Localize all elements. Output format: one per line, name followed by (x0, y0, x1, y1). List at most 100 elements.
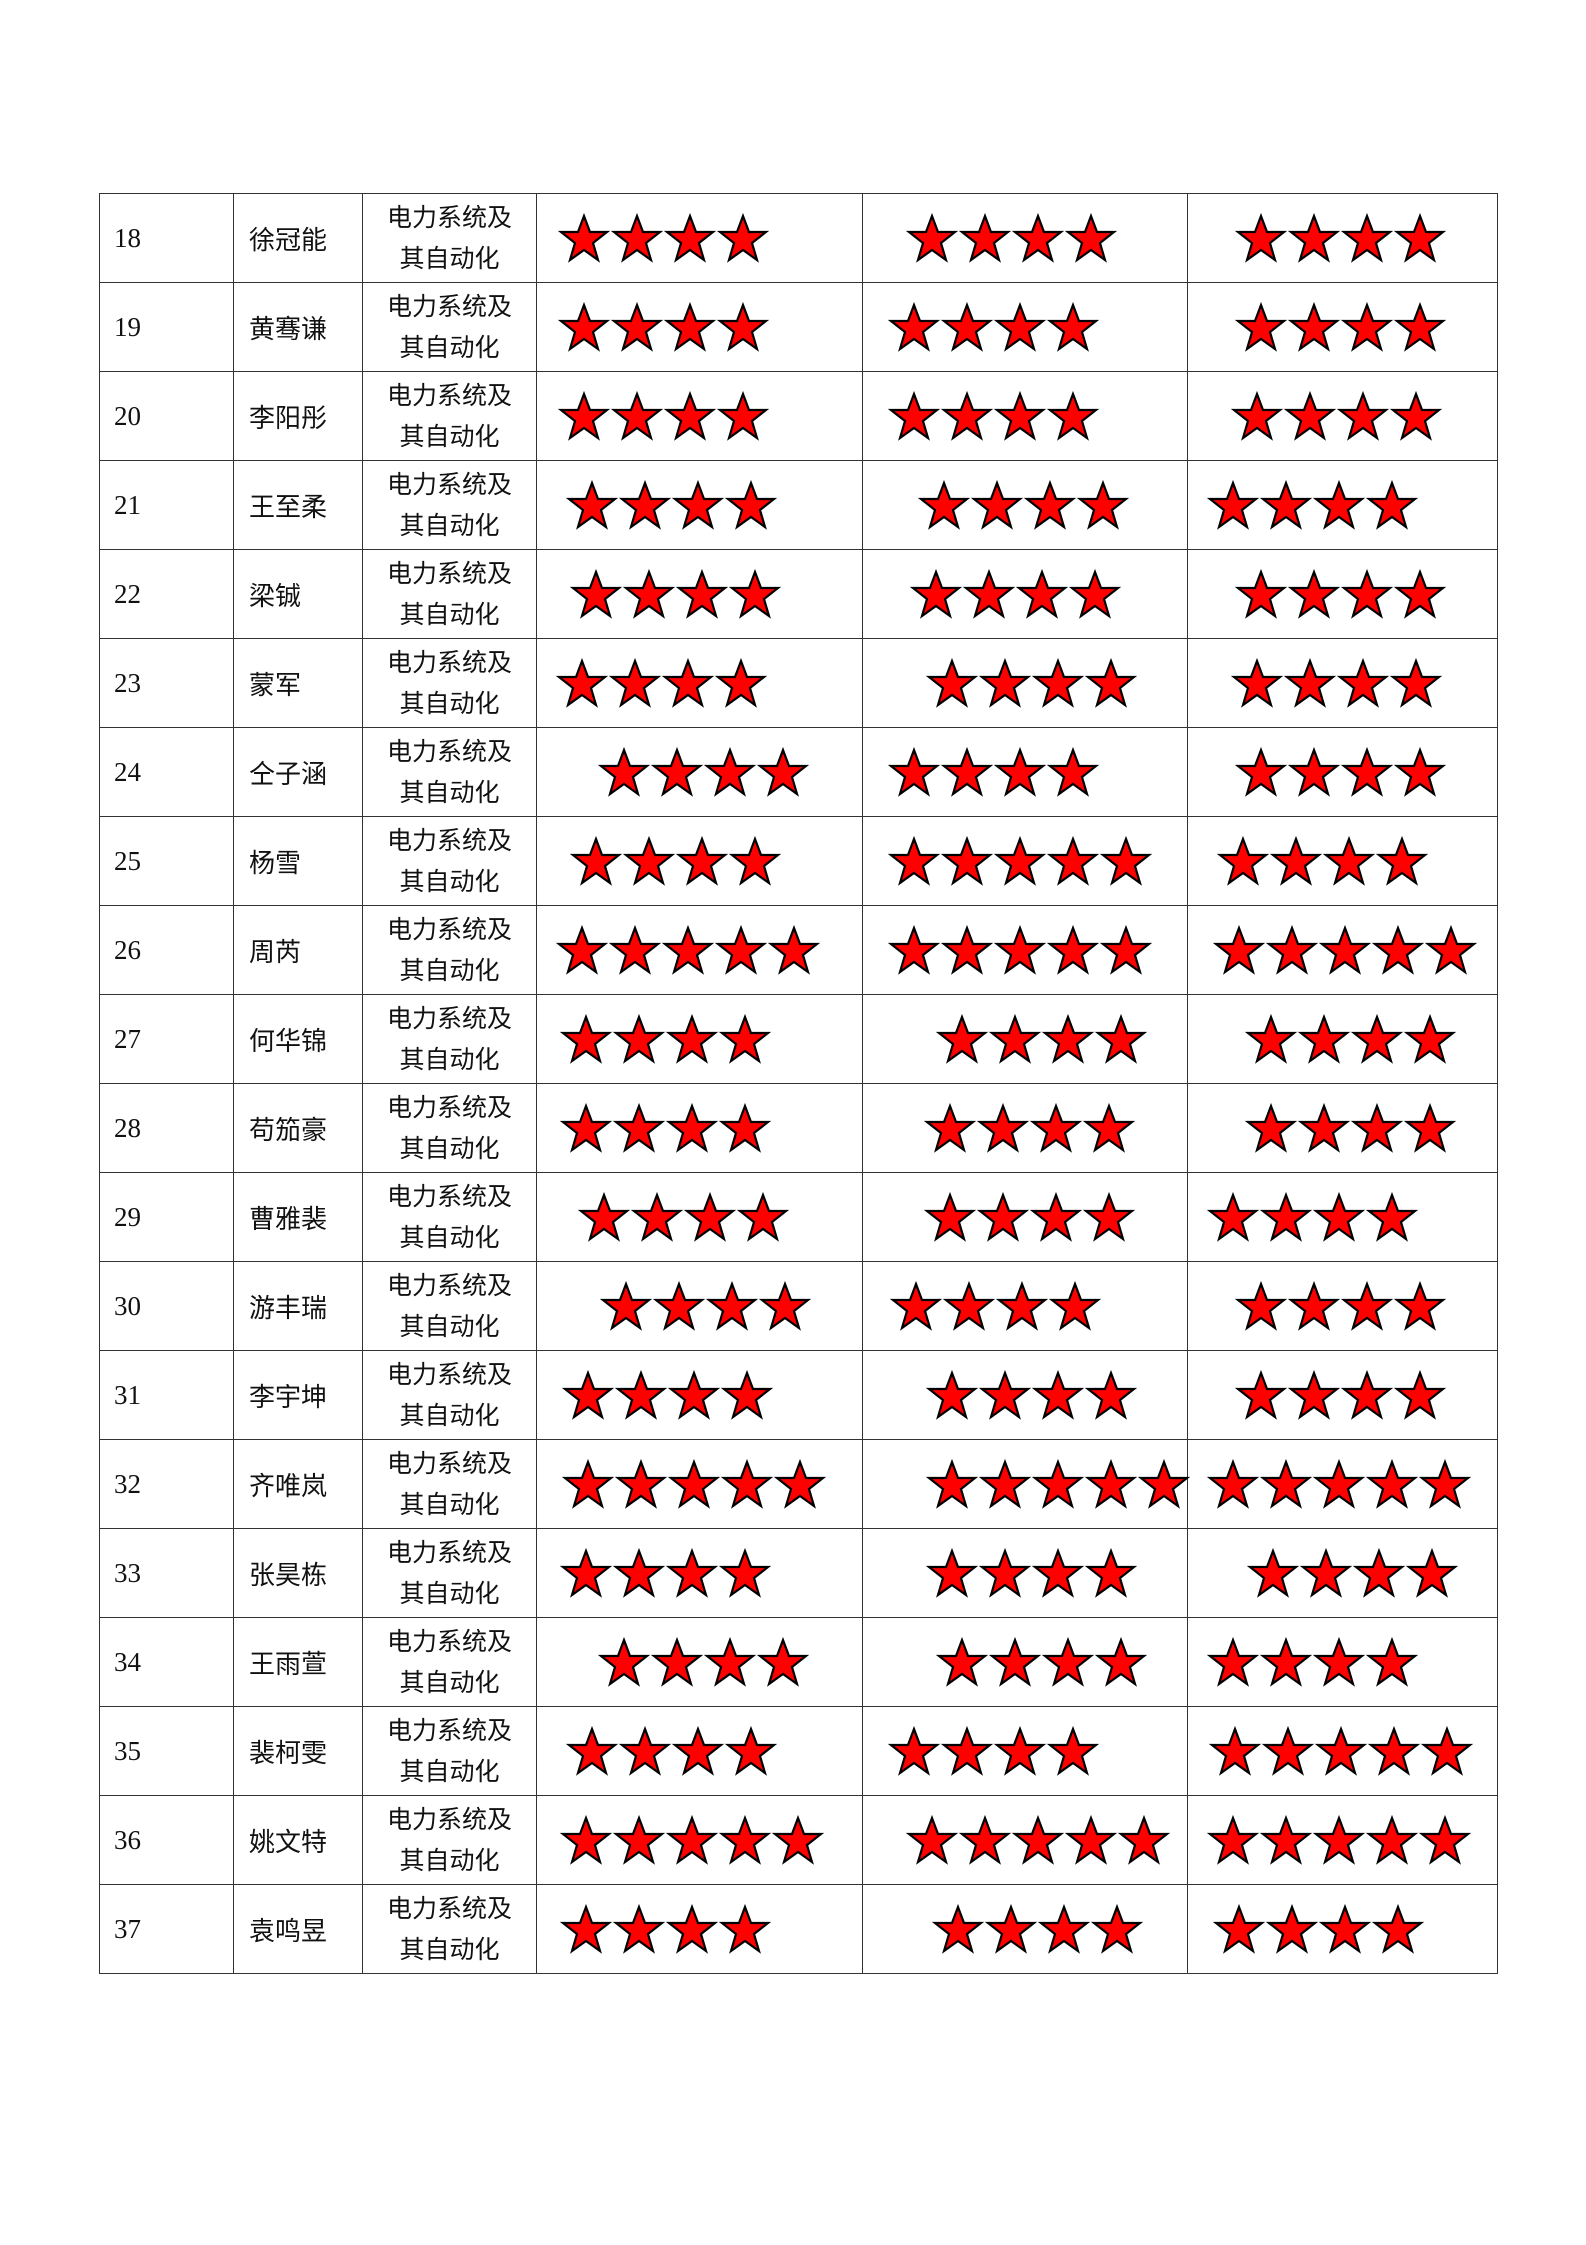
star-icon (610, 212, 664, 263)
row-number: 25 (99, 816, 234, 906)
rating-cell-2 (862, 1172, 1188, 1262)
table-row: 32 齐唯岚 电力系统及 其自动化 (99, 1439, 1498, 1529)
star-icon (1041, 1636, 1095, 1687)
star-icon (1244, 1102, 1298, 1153)
star-icon (1350, 1102, 1404, 1153)
row-number: 31 (99, 1350, 234, 1440)
star-icon (925, 1369, 979, 1420)
major-line2: 其自动化 (399, 1668, 500, 1697)
star-icon (1046, 835, 1100, 886)
rating-cell-3 (1187, 1439, 1498, 1529)
row-number: 33 (99, 1528, 234, 1618)
rating-cell-3 (1187, 1706, 1498, 1796)
rating-cell-2 (862, 1884, 1188, 1974)
rating-cell-1 (536, 549, 863, 639)
star-icon (978, 657, 1032, 708)
major-line1: 电力系统及 (386, 559, 512, 588)
rating-table-body: 18 徐冠能 电力系统及 其自动化 19 黄骞谦 电力系统及 其自动化 20 李阳彤 电力系统及 其自… (99, 193, 1498, 1974)
star-icon (962, 568, 1016, 619)
star-icon (1393, 1369, 1447, 1420)
star-icon (1099, 835, 1153, 886)
table-row: 20 李阳彤 电力系统及 其自动化 (99, 371, 1498, 461)
star-icon (940, 390, 994, 441)
star-icon (559, 1102, 613, 1153)
star-icon (1206, 1636, 1260, 1687)
star-icon (569, 835, 623, 886)
rating-cell-2 (862, 282, 1188, 372)
star-icon (1405, 1547, 1459, 1598)
star-icon (597, 746, 651, 797)
star-icon (577, 1191, 631, 1242)
star-icon (993, 390, 1047, 441)
star-icon (1046, 390, 1100, 441)
star-icon (1230, 657, 1284, 708)
student-name: 王至柔 (233, 460, 363, 550)
rating-cell-3 (1187, 816, 1498, 906)
rating-cell-1 (536, 1439, 863, 1529)
star-icon (671, 479, 725, 530)
star-icon (1265, 1903, 1319, 1954)
student-name: 徐冠能 (233, 193, 363, 283)
star-icon (984, 1903, 1038, 1954)
major-cell: 电力系统及 其自动化 (362, 1617, 537, 1707)
star-icon (1031, 1547, 1085, 1598)
star-icon (1365, 1636, 1419, 1687)
student-name: 苟笳豪 (233, 1083, 363, 1173)
table-row: 25 杨雪 电力系统及 其自动化 (99, 816, 1498, 906)
table-row: 22 梁铖 电力系统及 其自动化 (99, 549, 1498, 639)
rating-table: 18 徐冠能 电力系统及 其自动化 19 黄骞谦 电力系统及 其自动化 20 李阳彤 电力系统及 其自… (99, 193, 1498, 1974)
star-icon (718, 1013, 772, 1064)
rating-cell-2 (862, 638, 1188, 728)
major-cell: 电力系统及 其自动化 (362, 1261, 537, 1351)
star-icon (1234, 301, 1288, 352)
star-icon (559, 1903, 613, 1954)
student-name: 曹雅裴 (233, 1172, 363, 1262)
major-line1: 电力系统及 (386, 737, 512, 766)
star-icon (665, 1013, 719, 1064)
star-icon (1099, 924, 1153, 975)
major-line2: 其自动化 (399, 600, 500, 629)
major-line2: 其自动化 (399, 1757, 500, 1786)
star-icon (614, 1369, 668, 1420)
star-icon (1418, 1814, 1472, 1865)
star-icon (716, 301, 770, 352)
major-line1: 电力系统及 (386, 648, 512, 677)
major-line2: 其自动化 (399, 1312, 500, 1341)
star-icon (557, 301, 611, 352)
star-icon (665, 1102, 719, 1153)
star-icon (1206, 1191, 1260, 1242)
star-icon (1265, 924, 1319, 975)
star-icon (612, 1814, 666, 1865)
star-icon (1336, 657, 1390, 708)
star-icon (675, 568, 729, 619)
star-icon (1352, 1547, 1406, 1598)
star-icon (622, 568, 676, 619)
star-icon (1094, 1013, 1148, 1064)
star-icon (1234, 1369, 1288, 1420)
table-row: 23 蒙军 电力系统及 其自动化 (99, 638, 1498, 728)
star-icon (887, 924, 941, 975)
rating-cell-3 (1187, 1617, 1498, 1707)
star-icon (555, 657, 609, 708)
row-number: 27 (99, 994, 234, 1084)
star-icon (559, 1814, 613, 1865)
major-line2: 其自动化 (399, 1579, 500, 1608)
star-icon (1261, 1725, 1315, 1776)
star-icon (720, 1458, 774, 1509)
star-icon (1312, 1636, 1366, 1687)
row-number: 30 (99, 1261, 234, 1351)
star-icon (1340, 746, 1394, 797)
student-name: 杨雪 (233, 816, 363, 906)
rating-cell-3 (1187, 638, 1498, 728)
star-icon (1031, 1458, 1085, 1509)
star-icon (935, 1636, 989, 1687)
star-icon (714, 657, 768, 708)
star-icon (1084, 657, 1138, 708)
star-icon (1371, 1903, 1425, 1954)
rating-cell-2 (862, 905, 1188, 995)
rating-cell-2 (862, 1706, 1188, 1796)
star-icon (887, 746, 941, 797)
star-icon (671, 1725, 725, 1776)
student-name: 袁鸣昱 (233, 1884, 363, 1974)
star-icon (565, 479, 619, 530)
